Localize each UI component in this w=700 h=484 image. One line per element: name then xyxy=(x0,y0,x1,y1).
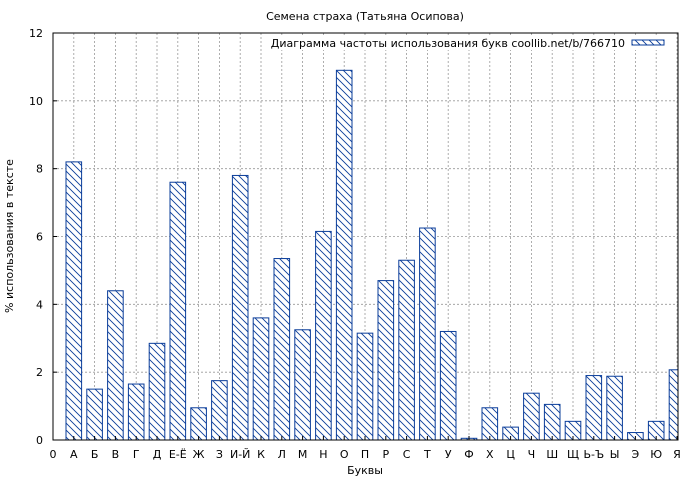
x-tick-label: В xyxy=(112,448,120,461)
x-tick-label: А xyxy=(70,448,78,461)
bar-Я xyxy=(668,369,679,441)
bar-Т xyxy=(419,227,436,441)
legend-label: Диаграмма частоты использования букв coo… xyxy=(271,37,625,50)
bars xyxy=(65,69,679,441)
legend: Диаграмма частоты использования букв coo… xyxy=(271,36,670,50)
x-tick-label: Д xyxy=(153,448,162,461)
x-tick-label: Н xyxy=(319,448,327,461)
x-tick-label: Ж xyxy=(193,448,205,461)
bar-Е-Ё xyxy=(169,181,187,441)
x-tick-label: Р xyxy=(382,448,389,461)
y-tick-label: 0 xyxy=(36,434,43,447)
x-tick-label: Г xyxy=(133,448,140,461)
y-axis: 0 2 4 6 8 10 12 xyxy=(29,27,57,447)
y-tick-label: 6 xyxy=(36,231,43,244)
x-axis-label: Буквы xyxy=(347,464,383,477)
bar-Д xyxy=(148,342,166,441)
bar-Ч xyxy=(523,392,540,441)
bar-А xyxy=(65,161,83,441)
x-tick-label: Я xyxy=(673,448,681,461)
y-tick-label: 4 xyxy=(36,298,43,311)
bar-П xyxy=(356,332,374,441)
bar-С xyxy=(398,259,415,441)
x-tick-label: З xyxy=(216,448,223,461)
x-tick-label: Б xyxy=(91,448,99,461)
x-tick-label: С xyxy=(403,448,411,461)
x-tick-label: Ш xyxy=(546,448,558,461)
y-tick-label: 2 xyxy=(36,366,43,379)
y-tick-label: 8 xyxy=(36,163,43,176)
bar-Г xyxy=(127,383,145,441)
bar-В xyxy=(107,290,124,441)
grid xyxy=(53,33,678,440)
x-tick-label: И-Й xyxy=(230,448,250,461)
x-tick-label: Ф xyxy=(464,448,473,461)
y-tick-label: 12 xyxy=(29,27,43,40)
x-tick-label: К xyxy=(257,448,265,461)
x-tick-label: Ы xyxy=(610,448,620,461)
bar-Б xyxy=(86,388,103,441)
y-tick-label: 10 xyxy=(29,95,43,108)
x-tick-label: П xyxy=(361,448,369,461)
bar-Ь-Ъ xyxy=(585,375,603,441)
x-tick-label: Ч xyxy=(528,448,536,461)
bar-Н xyxy=(315,230,332,441)
x-tick-label: Ц xyxy=(506,448,515,461)
bar-З xyxy=(211,380,228,441)
x-axis: 0 А Б В Г Д Е-Ё Ж З И-Й К Л М Н О П Р С Т У Ф Х Ц Ч Ш Щ Ь-Ъ Ы Э Ю Я xyxy=(50,436,681,461)
bar-Р xyxy=(377,280,395,441)
x-tick-label: О xyxy=(340,448,349,461)
bar-Ж xyxy=(190,407,207,441)
bar-У xyxy=(439,330,457,441)
bar-И-Й xyxy=(231,174,249,441)
bar-Ы xyxy=(606,375,623,441)
bar-О xyxy=(335,69,353,441)
bar-Л xyxy=(273,258,291,441)
bar-Ш xyxy=(543,403,561,441)
bar-М xyxy=(294,329,311,441)
x-tick-label: Ю xyxy=(650,448,662,461)
bar-К xyxy=(252,317,270,441)
x-tick-label: Х xyxy=(486,448,494,461)
x-tick-label: Щ xyxy=(567,448,579,461)
x-tick-label: М xyxy=(298,448,308,461)
x-tick-label: Л xyxy=(278,448,286,461)
chart-title: Семена страха (Татьяна Осипова) xyxy=(266,10,464,23)
x-tick-label: Ь-Ъ xyxy=(583,448,604,461)
legend-swatch xyxy=(631,39,665,46)
y-axis-label: % использования в тексте xyxy=(3,159,16,313)
bar-Х xyxy=(481,407,499,441)
x-tick-label: Э xyxy=(632,448,640,461)
x-tick-label: У xyxy=(445,448,452,461)
x-origin-label: 0 xyxy=(50,448,57,461)
x-tick-label: Е-Ё xyxy=(169,448,187,461)
x-tick-label: Т xyxy=(423,448,431,461)
